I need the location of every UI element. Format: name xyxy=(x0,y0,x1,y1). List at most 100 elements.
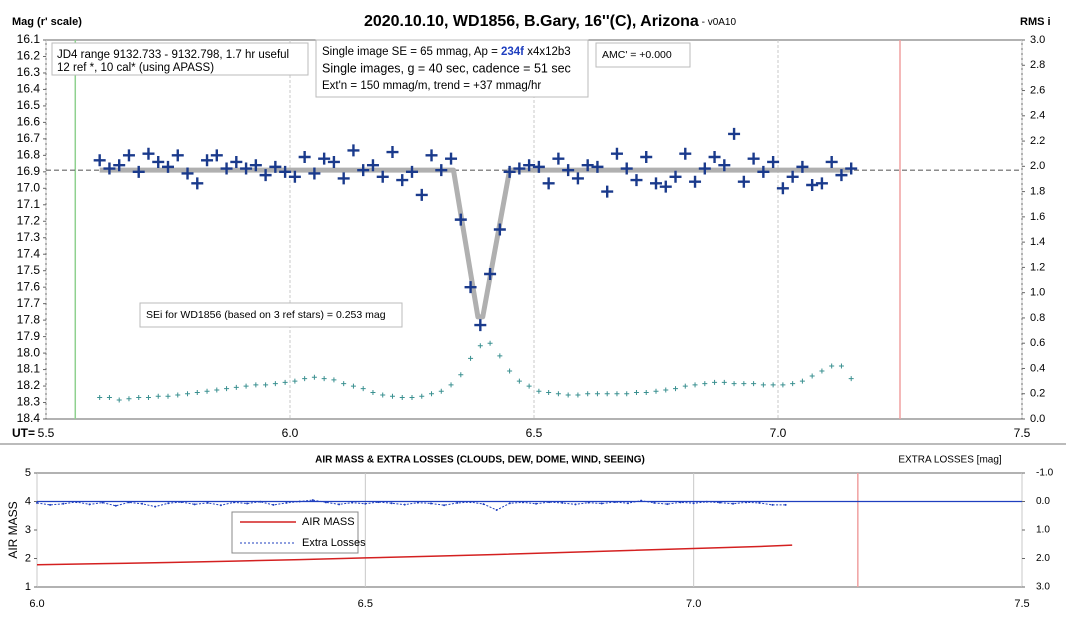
data-point xyxy=(526,383,532,389)
data-point xyxy=(390,502,393,505)
data-point xyxy=(389,393,395,399)
data-point xyxy=(784,503,787,506)
data-point xyxy=(718,501,721,504)
x-tick-label: 7.0 xyxy=(770,426,787,440)
data-point xyxy=(298,500,301,503)
data-point xyxy=(669,170,682,183)
y-tick-label: 17.0 xyxy=(17,180,41,194)
data-point xyxy=(653,388,659,394)
y-tick-label: 17.3 xyxy=(17,230,41,244)
data-point xyxy=(633,389,639,395)
version: - v0A10 xyxy=(699,17,737,28)
y-tick-label: 17.6 xyxy=(17,279,41,293)
data-point xyxy=(219,504,222,507)
data-point xyxy=(535,502,538,505)
data-point xyxy=(835,169,848,182)
data-point xyxy=(171,149,184,162)
data-point xyxy=(141,502,144,505)
annotation: Single images, g = 40 sec, cadence = 51 … xyxy=(322,61,571,75)
data-point xyxy=(552,152,565,165)
data-point xyxy=(574,503,577,506)
data-point xyxy=(167,502,170,505)
data-point xyxy=(380,392,386,398)
data-point xyxy=(640,150,653,163)
data-point xyxy=(600,502,603,505)
data-point xyxy=(604,391,610,397)
y2-tick-label: 0.0 xyxy=(1030,413,1045,425)
y2-tick-label: 0.2 xyxy=(1030,388,1045,400)
data-point xyxy=(682,383,688,389)
y-tick-label: 16.5 xyxy=(17,98,41,112)
y2-tick-label: -1.0 xyxy=(1036,468,1054,479)
data-point xyxy=(386,146,399,159)
annotations: JD4 range 9132.733 - 9132.798, 1.7 hr us… xyxy=(51,39,691,328)
data-point xyxy=(364,502,367,505)
data-point xyxy=(536,388,542,394)
data-point xyxy=(780,382,786,388)
data-point xyxy=(279,165,292,178)
data-point xyxy=(620,162,633,175)
data-point xyxy=(282,379,288,385)
data-point xyxy=(103,162,116,175)
data-point xyxy=(416,501,419,504)
data-point xyxy=(36,501,38,504)
data-point xyxy=(152,155,165,168)
data-point xyxy=(548,501,551,504)
data-point xyxy=(145,395,151,401)
y2-tick-label: 0.4 xyxy=(1030,362,1045,374)
chart: 5.5 6.0 6.5 7.0 7.5 16.1 16.2 16.3 16.4 16.5 16.6 1… xyxy=(17,32,1046,440)
data-point xyxy=(464,281,477,294)
y2-tick-label: 1.4 xyxy=(1030,236,1045,248)
data-point xyxy=(624,391,630,397)
data-point xyxy=(193,503,196,506)
y-tick-label: 17.2 xyxy=(17,213,41,227)
annotation: Ext'n = 150 mmag/m, trend = +37 mmag/hr xyxy=(322,80,541,92)
x-tick-label: 6.5 xyxy=(358,598,373,610)
data-point xyxy=(366,159,379,172)
data-point xyxy=(601,185,614,198)
data-point xyxy=(581,159,594,172)
y2-tick-label: 2.8 xyxy=(1030,59,1045,71)
data-point xyxy=(771,503,774,506)
y2-tick-label: 0.8 xyxy=(1030,312,1045,324)
data-point xyxy=(731,381,737,387)
data-point xyxy=(243,383,249,389)
data-point xyxy=(415,188,428,201)
data-point xyxy=(285,501,288,504)
y2-tick-label: 2.0 xyxy=(1030,160,1045,172)
data-point xyxy=(507,368,513,374)
chart-title: AIR MASS & EXTRA LOSSES (CLOUDS, DEW, DO… xyxy=(315,455,645,466)
data-point xyxy=(591,160,604,173)
data-point xyxy=(341,381,347,387)
data-point xyxy=(728,127,741,140)
data-point xyxy=(302,376,308,382)
chart-title: 2020.10.10, WD1856, B.Gary, 16''(C), Ari… xyxy=(364,13,737,30)
data-point xyxy=(191,177,204,190)
data-point xyxy=(702,381,708,387)
annotation-part: x4x12b3 xyxy=(524,46,571,58)
data-point xyxy=(194,389,200,395)
data-point xyxy=(571,172,584,185)
data-point xyxy=(399,395,405,401)
annotation-part: Single image SE = 65 mmag, Ap = xyxy=(322,46,501,58)
data-point xyxy=(845,162,858,175)
data-point xyxy=(758,501,761,504)
data-point xyxy=(253,382,259,388)
y2-tick-label: 3.0 xyxy=(1036,582,1050,593)
data-point xyxy=(497,353,503,359)
data-point xyxy=(809,373,815,379)
data-point xyxy=(230,155,243,168)
chart: 6.0 6.5 7.0 7.5 1 2 3 4 5 -1.0 0.0 1.0 2.0 3.0 xyxy=(25,467,1054,610)
data-point xyxy=(469,501,472,504)
y2-axis-label: EXTRA LOSSES [mag] xyxy=(898,455,1002,466)
data-point xyxy=(555,391,561,397)
y-tick-label: 17.7 xyxy=(17,296,41,310)
data-point xyxy=(106,395,112,401)
data-line xyxy=(36,544,793,566)
data-point xyxy=(790,381,796,387)
data-point xyxy=(97,395,103,401)
data-point xyxy=(272,503,275,506)
y2-tick-label: 2.2 xyxy=(1030,135,1045,147)
x-tick-label: 5.5 xyxy=(38,426,55,440)
